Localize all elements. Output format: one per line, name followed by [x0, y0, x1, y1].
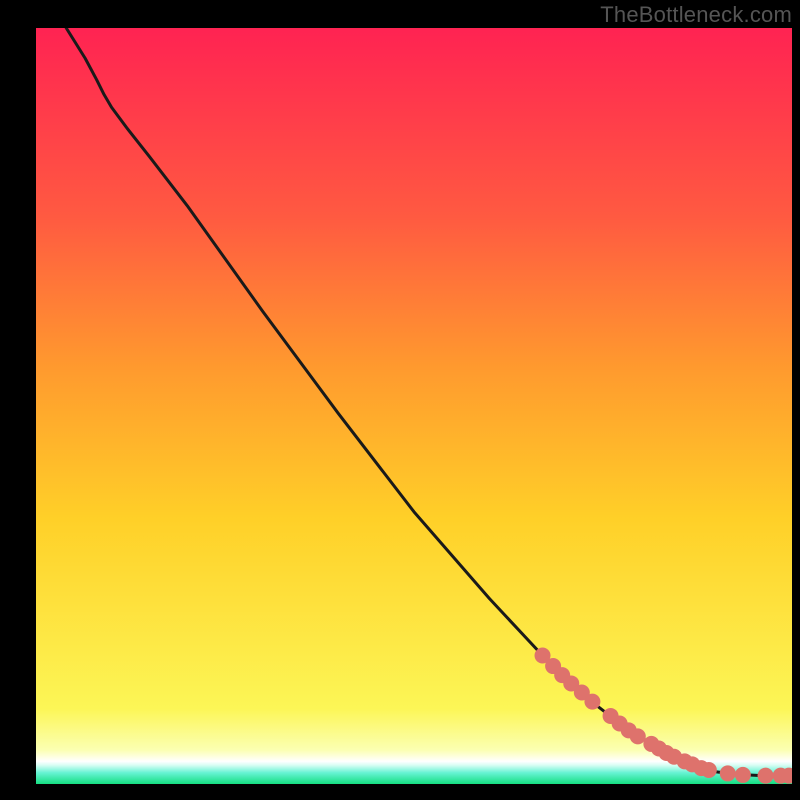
marker-dot — [720, 765, 736, 781]
marker-dot — [735, 767, 751, 783]
chart-frame: TheBottleneck.com — [0, 0, 800, 800]
marker-dot — [758, 768, 774, 784]
marker-dot — [584, 694, 600, 710]
marker-dot — [701, 762, 717, 778]
plot-area — [36, 28, 792, 784]
marker-dot — [630, 728, 646, 744]
scatter-markers — [36, 28, 792, 784]
watermark-label: TheBottleneck.com — [600, 2, 792, 28]
